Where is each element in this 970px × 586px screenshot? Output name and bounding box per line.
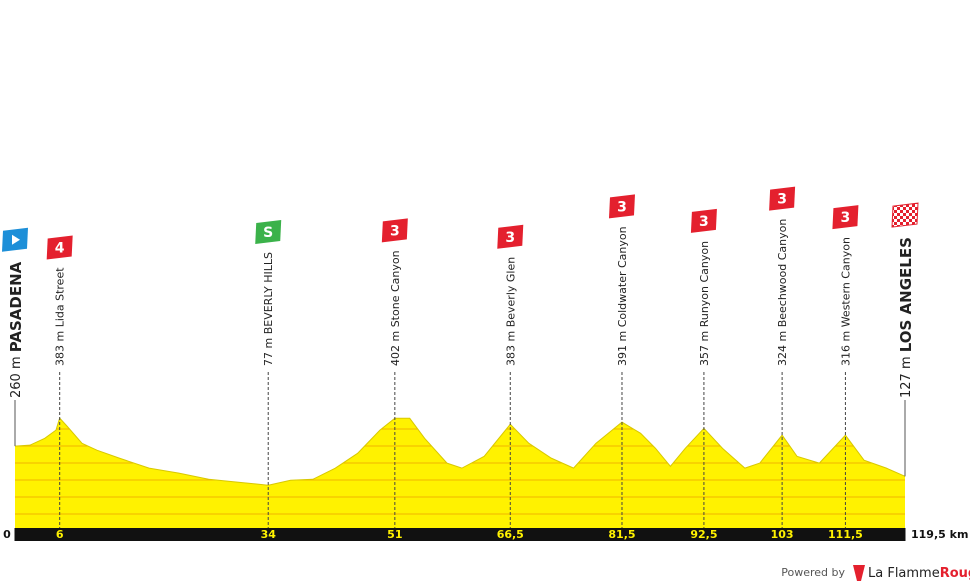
km-label: 103 <box>771 528 794 541</box>
brand: La FlammeRouge <box>868 566 970 581</box>
powered-by: Powered by <box>781 566 845 579</box>
badge <box>255 220 282 245</box>
point-label: 316 m Western Canyon <box>839 237 852 366</box>
badge <box>690 208 717 233</box>
badge <box>46 235 73 260</box>
point-label: 402 m Stone Canyon <box>389 250 402 366</box>
point-label: 383 m Beverly Glen <box>504 257 517 366</box>
km-label: 92,5 <box>690 528 717 541</box>
place-name: PASADENA <box>7 261 25 352</box>
point-label: 383 m Lida Street <box>54 267 67 366</box>
start-arrow <box>12 234 20 245</box>
distance-bar <box>15 528 905 541</box>
footer: Powered by La FlammeRouge <box>781 565 970 581</box>
elevation: 127 m <box>899 356 914 398</box>
badge <box>769 186 796 211</box>
badge-label: 3 <box>617 199 627 215</box>
profile-area <box>15 418 905 528</box>
finish-label: 127 m LOS ANGELES <box>897 237 915 398</box>
km-label: 111,5 <box>828 528 863 541</box>
badge-label: 3 <box>841 210 851 226</box>
km-label: 66,5 <box>497 528 524 541</box>
km-label: 51 <box>387 528 402 541</box>
badge-label: S <box>263 225 273 241</box>
badge-label: 4 <box>55 240 65 256</box>
badge-label: 3 <box>390 223 400 239</box>
x-tick-label: 0 <box>3 528 11 541</box>
badge-label: 3 <box>699 214 709 230</box>
badge <box>381 218 408 243</box>
km-label: 81,5 <box>608 528 635 541</box>
badge <box>497 224 524 249</box>
km-label: 6 <box>56 528 64 541</box>
x-tick-label: 119,5 km <box>911 528 968 541</box>
brand-accent: Rouge <box>940 566 970 581</box>
point-label: 324 m Beechwood Canyon <box>776 219 789 366</box>
badge-label: 3 <box>505 230 515 246</box>
point-label: 357 m Runyon Canyon <box>698 241 711 366</box>
finish-flag <box>891 202 919 228</box>
point-label: 391 m Coldwater Canyon <box>616 226 629 366</box>
brand-text: La Flamme <box>868 566 940 581</box>
elevation: 260 m <box>9 356 24 398</box>
profile-outline <box>14 417 906 486</box>
point-label: 77 m BEVERLY HILLS <box>262 252 275 366</box>
km-label: 34 <box>261 528 277 541</box>
logo-icon <box>853 565 865 581</box>
start-label: 260 m PASADENA <box>7 261 25 398</box>
badge <box>832 205 859 230</box>
badge-label: 3 <box>777 192 787 208</box>
badge <box>608 194 635 219</box>
place-name: LOS ANGELES <box>897 237 915 352</box>
